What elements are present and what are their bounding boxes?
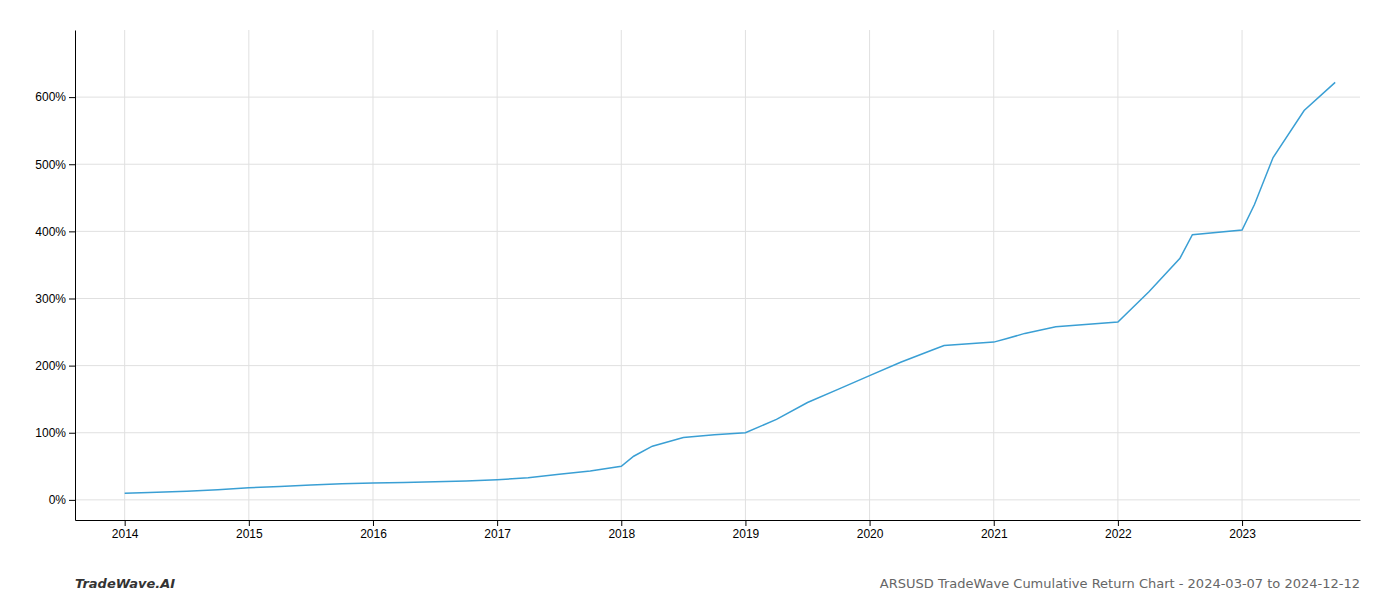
tick-label: 2018 [608,527,635,541]
grid-line [1117,30,1118,520]
tick-mark [69,231,75,232]
tick-label: 2020 [857,527,884,541]
grid-line [372,30,373,520]
y-tick: 0% [49,493,75,507]
tick-label: 300% [35,292,66,306]
x-tick: 2020 [857,520,884,541]
grid-line [75,298,1360,299]
tick-mark [870,520,871,526]
title: ARSUSD TradeWave Cumulative Return Chart… [880,576,1360,591]
tick-label: 2021 [981,527,1008,541]
tick-label: 600% [35,90,66,104]
x-axis-line [76,520,1361,521]
y-tick: 100% [35,426,75,440]
tick-label: 2023 [1229,527,1256,541]
x-axis: 2014 2015 2016 2017 2018 2019 2020 2021 2022 2023 [76,520,1361,541]
grid-line [993,30,994,520]
grid-line [75,164,1360,165]
chart: 2014 2015 2016 2017 2018 2019 2020 2021 2022 2023… [0,0,1400,600]
line [125,82,1336,493]
tick-label: 500% [35,158,66,172]
x-tick: 2015 [236,520,263,541]
grid-line [124,30,125,520]
tick-mark [497,520,498,526]
tick-label: 2016 [360,527,387,541]
grid-line [75,97,1360,98]
grid-line [248,30,249,520]
x-tick: 2021 [981,520,1008,541]
tick-label: 2014 [112,527,139,541]
tick-label: 2019 [733,527,760,541]
x-tick: 2016 [360,520,387,541]
grid-line [75,365,1360,366]
tick-mark [69,164,75,165]
grid-line [75,432,1360,433]
tick-mark [994,520,995,526]
x-tick: 2018 [608,520,635,541]
y-tick: 200% [35,359,75,373]
x-tick: 2023 [1229,520,1256,541]
marks [125,82,1336,493]
grid [75,30,1360,520]
watermark: TradeWave.AI [75,576,175,591]
tick-mark [1118,520,1119,526]
tick-label: 2022 [1105,527,1132,541]
tick-label: 0% [49,493,67,507]
tick-mark [69,433,75,434]
tick-mark [69,97,75,98]
plot: 2014 2015 2016 2017 2018 2019 2020 2021 2022 2023… [35,30,1360,541]
grid-line [745,30,746,520]
y-tick: 600% [35,90,75,104]
x-tick: 2019 [733,520,760,541]
y-axis-line [75,31,76,521]
tick-mark [1242,520,1243,526]
x-tick: 2017 [484,520,511,541]
grid-line [869,30,870,520]
grid-line [621,30,622,520]
tick-label: 200% [35,359,66,373]
y-axis: 0% 100% 200% 300% 400% 500% 600% [35,31,75,521]
y-tick: 400% [35,225,75,239]
tick-label: 2017 [484,527,511,541]
grid-line [497,30,498,520]
grid-line [75,499,1360,500]
x-tick: 2014 [112,520,139,541]
grid-line [1242,30,1243,520]
tick-mark [745,520,746,526]
tick-mark [373,520,374,526]
tick-mark [69,366,75,367]
y-tick: 300% [35,292,75,306]
grid-line [75,231,1360,232]
tick-mark [125,520,126,526]
tick-label: 400% [35,225,66,239]
tick-label: 2015 [236,527,263,541]
tick-mark [69,500,75,501]
x-tick: 2022 [1105,520,1132,541]
tick-mark [69,298,75,299]
y-tick: 500% [35,158,75,172]
tick-mark [621,520,622,526]
tick-label: 100% [35,426,66,440]
tick-mark [249,520,250,526]
